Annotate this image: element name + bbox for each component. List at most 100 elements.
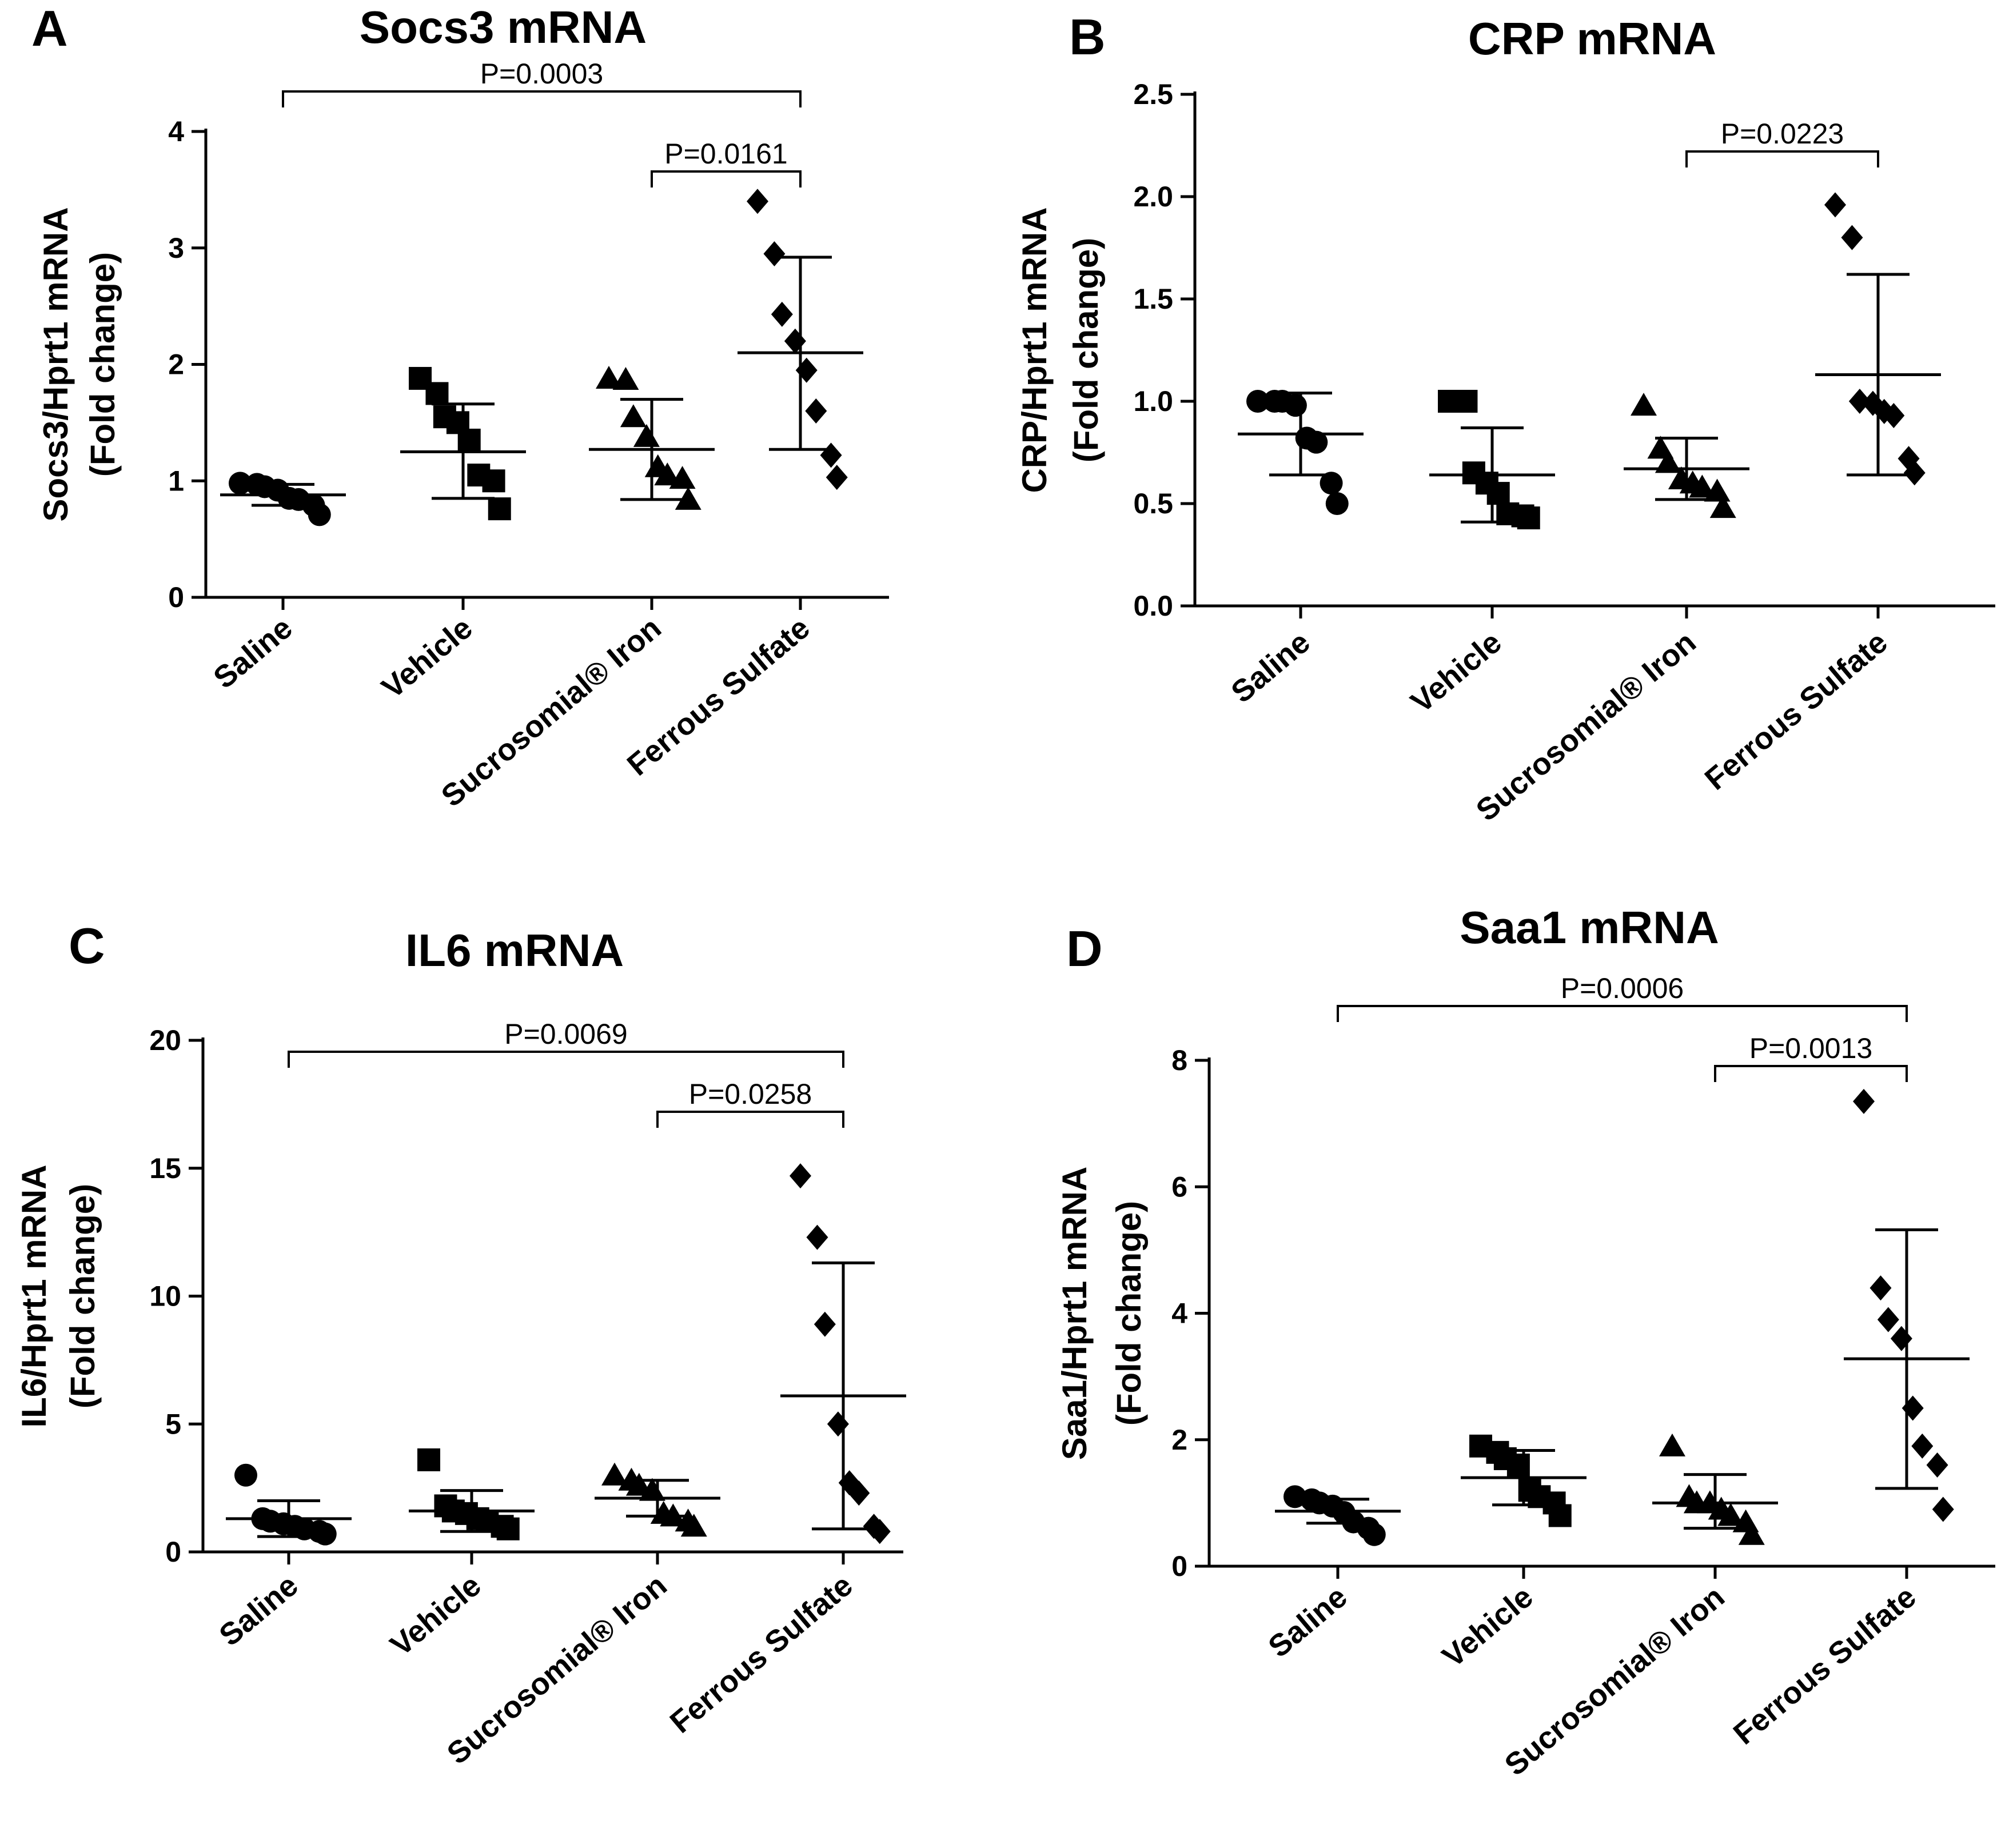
data-point — [596, 365, 622, 389]
bracket-line — [1714, 1065, 1908, 1082]
y-tick-label: 2 — [168, 349, 184, 381]
significance-bracket: P=0.0161 — [651, 138, 802, 187]
data-point — [457, 428, 481, 452]
data-point — [1283, 394, 1307, 417]
series-vehicle — [409, 1448, 535, 1540]
y-tick-label: 4 — [168, 115, 184, 147]
data-point — [675, 486, 701, 510]
panel-letter: D — [1066, 920, 1103, 977]
data-point — [805, 398, 827, 424]
bracket-line — [656, 1111, 844, 1128]
y-axis-label: CRP/Hprt1 mRNA — [1015, 207, 1054, 493]
panel-letter: B — [1069, 9, 1106, 65]
data-point — [763, 241, 786, 266]
data-point — [1738, 1522, 1765, 1545]
p-value-label: P=0.0003 — [480, 58, 603, 90]
significance-bracket: P=0.0223 — [1685, 118, 1879, 167]
y-tick-label: 4 — [1171, 1298, 1187, 1330]
series-ferrous-sulfate — [1815, 192, 1941, 486]
data-point — [425, 382, 449, 405]
data-point — [826, 465, 848, 490]
data-point — [1903, 460, 1926, 486]
data-point — [790, 1163, 811, 1189]
data-point — [1689, 474, 1716, 498]
data-point — [1926, 1452, 1948, 1478]
series-saline — [1275, 1485, 1401, 1546]
data-point — [417, 1448, 440, 1471]
y-tick-label: 0 — [165, 1536, 181, 1568]
data-point — [1932, 1496, 1954, 1522]
data-point — [868, 1519, 891, 1544]
y-tick-label: 0.5 — [1133, 488, 1173, 520]
data-point — [1704, 478, 1731, 502]
y-tick-label: 1.5 — [1133, 283, 1173, 315]
data-point — [601, 1462, 628, 1486]
y-axis-label: IL6/Hprt1 mRNA — [15, 1164, 53, 1427]
y-tick-label: 5 — [165, 1408, 181, 1440]
y-tick-label: 2.0 — [1133, 181, 1173, 213]
series-sucrosomial-iron — [1652, 1433, 1778, 1545]
bracket-line — [282, 90, 802, 107]
panel-letter: A — [31, 0, 68, 57]
y-tick-label: 0.0 — [1133, 590, 1173, 622]
y-axis-label-units: (Fold change) — [1067, 238, 1105, 462]
significance-bracket: P=0.0069 — [288, 1018, 844, 1068]
data-point — [814, 1311, 836, 1337]
data-point — [1824, 192, 1846, 218]
chart-title: Socs3 mRNA — [360, 2, 647, 53]
series-sucrosomial-iron — [595, 1462, 720, 1537]
significance-bracket: P=0.0003 — [282, 58, 802, 107]
y-tick-label: 1 — [168, 465, 184, 497]
data-point — [848, 1480, 870, 1506]
series-ferrous-sulfate — [1844, 1088, 1970, 1522]
data-point — [1911, 1433, 1934, 1459]
chart-title: CRP mRNA — [1468, 13, 1716, 64]
significance-bracket: P=0.0013 — [1714, 1032, 1908, 1082]
panel-letter: C — [69, 917, 105, 974]
data-point — [308, 503, 331, 526]
data-point — [680, 1514, 707, 1537]
data-point — [1517, 506, 1540, 530]
data-point — [1362, 1523, 1386, 1546]
data-point — [229, 472, 252, 495]
data-point — [488, 497, 511, 521]
data-point — [771, 301, 793, 327]
data-point — [1841, 225, 1863, 250]
data-point — [1883, 403, 1905, 429]
bracket-line — [651, 170, 802, 187]
data-point — [1325, 492, 1349, 515]
series-saline — [1238, 390, 1364, 515]
y-axis-label-units: (Fold change) — [63, 1184, 102, 1408]
data-point — [1853, 1088, 1875, 1114]
chart-title: IL6 mRNA — [405, 925, 624, 976]
data-point — [1848, 389, 1871, 414]
data-point — [1717, 1503, 1744, 1526]
significance-bracket: P=0.0006 — [1337, 972, 1908, 1022]
bracket-line — [1337, 1005, 1908, 1022]
p-value-label: P=0.0223 — [1721, 118, 1844, 150]
data-point — [1305, 430, 1328, 454]
y-tick-label: 3 — [168, 232, 184, 264]
y-tick-label: 8 — [1171, 1044, 1187, 1076]
y-axis-label-units: (Fold change) — [1110, 1201, 1148, 1426]
data-point — [654, 462, 681, 486]
p-value-label: P=0.0161 — [664, 138, 787, 170]
data-point — [747, 189, 768, 214]
y-tick-label: 10 — [149, 1280, 181, 1312]
p-value-label: P=0.0006 — [1561, 972, 1684, 1004]
y-tick-label: 20 — [149, 1024, 181, 1056]
data-point — [612, 366, 639, 390]
data-point — [806, 1224, 828, 1250]
data-point — [669, 466, 696, 489]
data-point — [1320, 472, 1343, 495]
series-sucrosomial-iron — [589, 365, 715, 510]
data-point — [1548, 1504, 1572, 1527]
series-vehicle — [400, 366, 526, 521]
p-value-label: P=0.0013 — [1749, 1032, 1872, 1064]
bracket-line — [288, 1051, 844, 1068]
y-axis-label: Socs3/Hprt1 mRNA — [37, 207, 75, 521]
data-point — [1877, 1307, 1899, 1332]
data-point — [313, 1522, 337, 1546]
series-vehicle — [1461, 1434, 1587, 1527]
series-ferrous-sulfate — [738, 189, 863, 490]
